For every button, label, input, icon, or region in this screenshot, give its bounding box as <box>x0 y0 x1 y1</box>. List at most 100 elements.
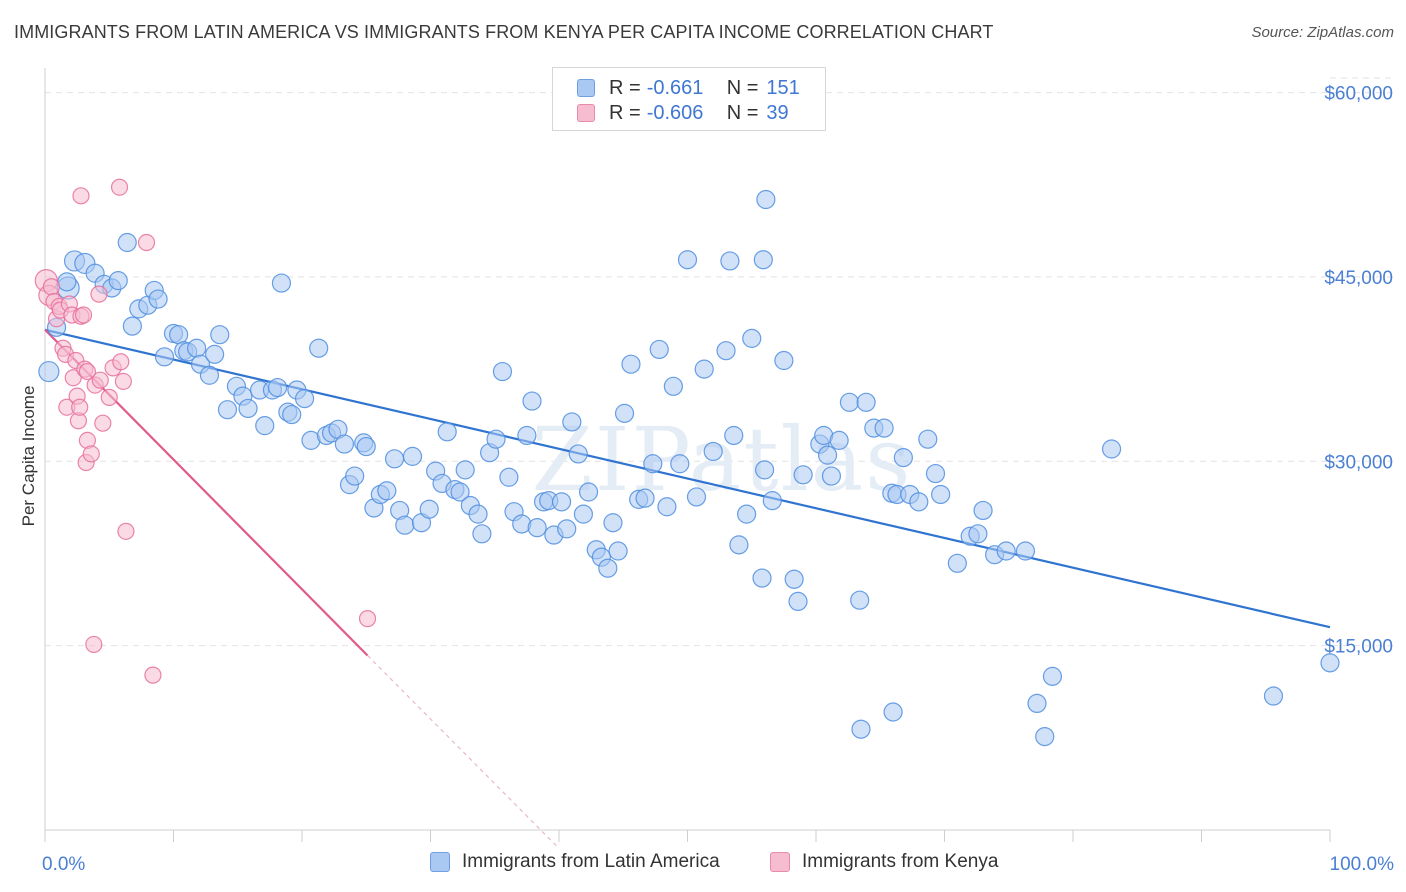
point-latin-america <box>562 412 582 432</box>
point-latin-america <box>527 518 547 538</box>
x-tick-label-min: 0.0% <box>42 854 85 875</box>
point-latin-america <box>238 398 258 419</box>
point-kenya <box>100 388 118 406</box>
point-latin-america <box>762 491 782 511</box>
point-latin-america <box>874 418 894 438</box>
point-kenya <box>91 371 109 389</box>
point-latin-america <box>419 499 439 519</box>
x-tick-label-max: 100.0% <box>1330 854 1395 875</box>
point-latin-america <box>395 515 415 535</box>
point-latin-america <box>649 339 669 360</box>
point-latin-america <box>756 189 776 210</box>
point-latin-america <box>267 377 288 398</box>
point-latin-america <box>643 454 663 474</box>
point-latin-america <box>918 429 938 449</box>
point-latin-america <box>598 558 618 578</box>
point-latin-america <box>1015 541 1036 561</box>
y-tick-label: $60,000 <box>1324 84 1393 105</box>
legend-n-label: N = <box>726 101 759 124</box>
point-latin-america <box>694 359 714 379</box>
point-latin-america <box>468 504 488 524</box>
point-latin-america <box>210 325 230 345</box>
point-latin-america <box>499 467 519 487</box>
point-latin-america <box>784 569 804 589</box>
point-latin-america <box>850 590 870 610</box>
point-latin-america <box>437 422 457 442</box>
point-latin-america <box>947 553 967 573</box>
legend-swatch-pink <box>770 852 790 872</box>
point-latin-america <box>384 449 405 469</box>
source-label: Source: ZipAtlas.com <box>1251 24 1394 41</box>
point-kenya <box>112 353 130 371</box>
point-kenya <box>114 372 132 391</box>
point-latin-america <box>169 325 189 345</box>
point-latin-america <box>356 436 376 457</box>
point-latin-america <box>199 365 220 385</box>
point-latin-america <box>753 250 773 270</box>
point-latin-america <box>839 392 860 412</box>
y-tick-label: $15,000 <box>1324 637 1393 658</box>
point-latin-america <box>856 392 876 412</box>
trend-line-latin-america <box>44 328 1331 629</box>
point-latin-america <box>621 354 641 374</box>
point-latin-america <box>282 404 302 425</box>
point-latin-america <box>670 454 690 474</box>
point-latin-america <box>724 425 744 446</box>
point-latin-america <box>883 702 903 722</box>
legend-label: Immigrants from Kenya <box>802 851 999 872</box>
legend-swatch-blue <box>577 79 595 97</box>
point-latin-america <box>657 497 677 517</box>
point-kenya <box>82 445 100 463</box>
point-latin-america <box>752 568 772 588</box>
point-latin-america <box>925 463 946 484</box>
point-kenya <box>71 398 89 416</box>
point-latin-america <box>334 434 355 454</box>
point-latin-america <box>720 251 740 271</box>
point-latin-america <box>968 524 988 544</box>
point-latin-america <box>703 441 723 462</box>
point-latin-america <box>492 361 513 382</box>
point-latin-america <box>1042 666 1063 686</box>
point-latin-america <box>455 460 475 480</box>
point-latin-america <box>154 347 175 367</box>
point-latin-america <box>187 338 207 358</box>
point-latin-america <box>205 344 225 364</box>
point-latin-america <box>402 446 423 466</box>
grid-lines <box>45 77 1394 647</box>
stats-legend: R = -0.661 N = 151 R = -0.606 N = 39 <box>552 67 826 131</box>
legend-n-value: 151 <box>766 76 800 99</box>
point-latin-america <box>909 492 929 512</box>
axes <box>44 68 1331 842</box>
legend-item-latin-america[interactable]: Immigrants from Latin America <box>430 851 720 873</box>
point-kenya <box>117 522 135 540</box>
legend-item-kenya[interactable]: Immigrants from Kenya <box>770 851 998 873</box>
point-latin-america <box>517 425 537 446</box>
point-kenya <box>94 414 112 432</box>
point-latin-america <box>309 338 329 358</box>
series-legend: Immigrants from Latin America Immigrants… <box>0 851 1406 879</box>
point-kenya <box>78 362 97 381</box>
point-kenya <box>42 278 61 296</box>
point-kenya <box>90 285 108 303</box>
point-latin-america <box>677 250 698 270</box>
point-latin-america <box>117 232 137 253</box>
point-latin-america <box>578 482 599 502</box>
point-latin-america <box>754 460 775 480</box>
point-latin-america <box>271 273 292 293</box>
legend-r-value: -0.606 <box>646 101 704 124</box>
point-latin-america <box>635 488 655 508</box>
legend-r-value: -0.661 <box>646 76 704 99</box>
point-latin-america <box>1035 726 1055 747</box>
legend-n-label: N = <box>726 76 759 99</box>
point-latin-america <box>450 482 470 502</box>
point-latin-america <box>122 316 142 336</box>
point-latin-america <box>1320 653 1340 673</box>
point-latin-america <box>893 448 913 468</box>
legend-swatch-pink <box>577 104 595 122</box>
point-latin-america <box>148 289 168 309</box>
point-latin-america <box>294 389 315 409</box>
point-kenya <box>85 635 103 654</box>
point-latin-america <box>817 445 838 465</box>
legend-swatch-blue <box>430 852 450 872</box>
